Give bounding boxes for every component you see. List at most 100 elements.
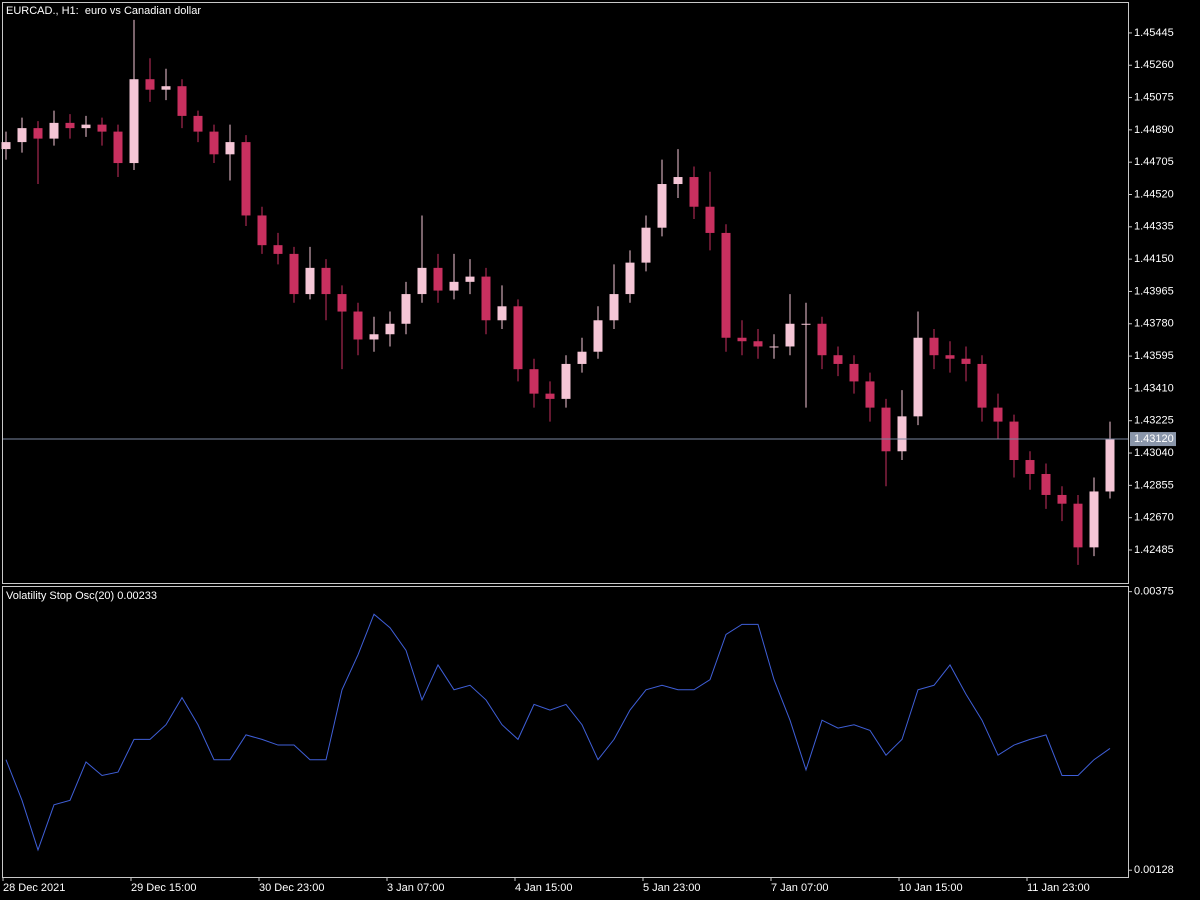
candle-body xyxy=(97,124,107,132)
last-price-label: 1.43120 xyxy=(1134,433,1174,445)
y-tick-label: 1.43040 xyxy=(1134,447,1174,459)
candle-body xyxy=(129,79,139,164)
candle-body xyxy=(337,294,347,312)
y-tick-label: 1.44890 xyxy=(1134,124,1174,136)
candle-body xyxy=(225,142,235,155)
y-tick-label: 1.43965 xyxy=(1134,285,1174,297)
candle-body xyxy=(849,363,859,382)
candle-body xyxy=(1105,439,1115,492)
x-tick-label: 28 Dec 2021 xyxy=(3,882,65,894)
price-panel xyxy=(2,2,1129,584)
y-tick-label: 1.44705 xyxy=(1134,156,1174,168)
candle-body xyxy=(945,355,955,359)
y-tick-label: 1.45445 xyxy=(1134,27,1174,39)
candle-body xyxy=(273,245,283,254)
candle-body xyxy=(801,323,811,325)
candle-body xyxy=(689,177,699,207)
candle-body xyxy=(561,363,571,399)
candle-body xyxy=(1089,491,1099,548)
y-tick-label: 0.00375 xyxy=(1134,586,1174,598)
candle-body xyxy=(385,323,395,335)
y-tick-label: 1.44150 xyxy=(1134,253,1174,265)
y-tick-label: 1.45260 xyxy=(1134,59,1174,71)
x-tick-label: 10 Jan 15:00 xyxy=(899,882,963,894)
y-tick-label: 1.43225 xyxy=(1134,415,1174,427)
candle-body xyxy=(817,323,827,356)
candle-body xyxy=(673,177,683,185)
candle-body xyxy=(193,115,203,132)
y-tick-label: 1.44335 xyxy=(1134,221,1174,233)
candle-body xyxy=(145,79,155,90)
last-price-box xyxy=(1130,432,1176,447)
candle-body xyxy=(545,393,555,399)
x-tick-label: 3 Jan 07:00 xyxy=(387,882,445,894)
candle-body xyxy=(769,346,779,348)
candle-body xyxy=(513,306,523,370)
candle-body xyxy=(657,184,667,228)
x-tick-label: 5 Jan 23:00 xyxy=(643,882,701,894)
candle-body xyxy=(881,407,891,452)
indicator-panel xyxy=(2,586,1129,878)
candle-body xyxy=(785,323,795,347)
x-tick-label: 11 Jan 23:00 xyxy=(1027,882,1090,894)
candle-body xyxy=(481,276,491,321)
x-tick-label: 30 Dec 23:00 xyxy=(259,882,324,894)
candle-body xyxy=(705,206,715,233)
candle-body xyxy=(433,267,443,291)
y-tick-label: 1.43410 xyxy=(1134,382,1174,394)
candle-body xyxy=(1009,421,1019,461)
candle-body xyxy=(65,122,75,129)
candle-body xyxy=(977,363,987,408)
candle-body xyxy=(417,267,427,295)
candle-body xyxy=(177,86,187,116)
candle-body xyxy=(401,294,411,324)
y-tick-label: 1.45075 xyxy=(1134,91,1174,103)
candle-body xyxy=(753,341,763,347)
candle-body xyxy=(865,381,875,408)
candle-body xyxy=(641,227,651,263)
candle-body xyxy=(81,124,91,129)
candle-body xyxy=(449,281,459,291)
candle-body xyxy=(305,267,315,295)
candle-body xyxy=(161,86,171,90)
candle-body xyxy=(353,311,363,340)
x-tick-label: 7 Jan 07:00 xyxy=(771,882,829,894)
candle-body xyxy=(497,306,507,321)
candle-body xyxy=(321,267,331,295)
candle-body xyxy=(593,320,603,352)
y-tick-label: 1.42855 xyxy=(1134,479,1174,491)
candle-body xyxy=(529,369,539,394)
candle-body xyxy=(833,355,843,364)
candle-body xyxy=(1041,473,1051,495)
candle-body xyxy=(113,131,123,164)
candle-body xyxy=(1,142,11,150)
candle-body xyxy=(49,122,59,139)
candle-body xyxy=(737,337,747,342)
candle-body xyxy=(209,131,219,155)
x-tick-label: 4 Jan 15:00 xyxy=(515,882,573,894)
candle-body xyxy=(993,407,1003,422)
candle-body xyxy=(369,334,379,340)
candle-body xyxy=(961,358,971,364)
y-tick-label: 1.42485 xyxy=(1134,544,1174,556)
indicator-title: Volatility Stop Osc(20) 0.00233 xyxy=(6,590,157,602)
candle-body xyxy=(289,253,299,295)
y-tick-label: 1.43780 xyxy=(1134,318,1174,330)
candle-body xyxy=(625,262,635,295)
y-tick-label: 1.42670 xyxy=(1134,512,1174,524)
x-tick-label: 29 Dec 15:00 xyxy=(131,882,196,894)
candle-body xyxy=(609,294,619,321)
y-tick-label: 1.43595 xyxy=(1134,350,1174,362)
candle-body xyxy=(465,276,475,282)
chart-title: EURCAD., H1: euro vs Canadian dollar xyxy=(6,5,201,17)
y-tick-label: 0.00128 xyxy=(1134,864,1174,876)
candle-body xyxy=(577,351,587,364)
candle-body xyxy=(1057,494,1067,504)
candle-body xyxy=(33,128,43,139)
candle-body xyxy=(17,128,27,143)
candle-body xyxy=(1073,503,1083,548)
candle-body xyxy=(929,337,939,356)
candle-body xyxy=(1025,460,1035,474)
